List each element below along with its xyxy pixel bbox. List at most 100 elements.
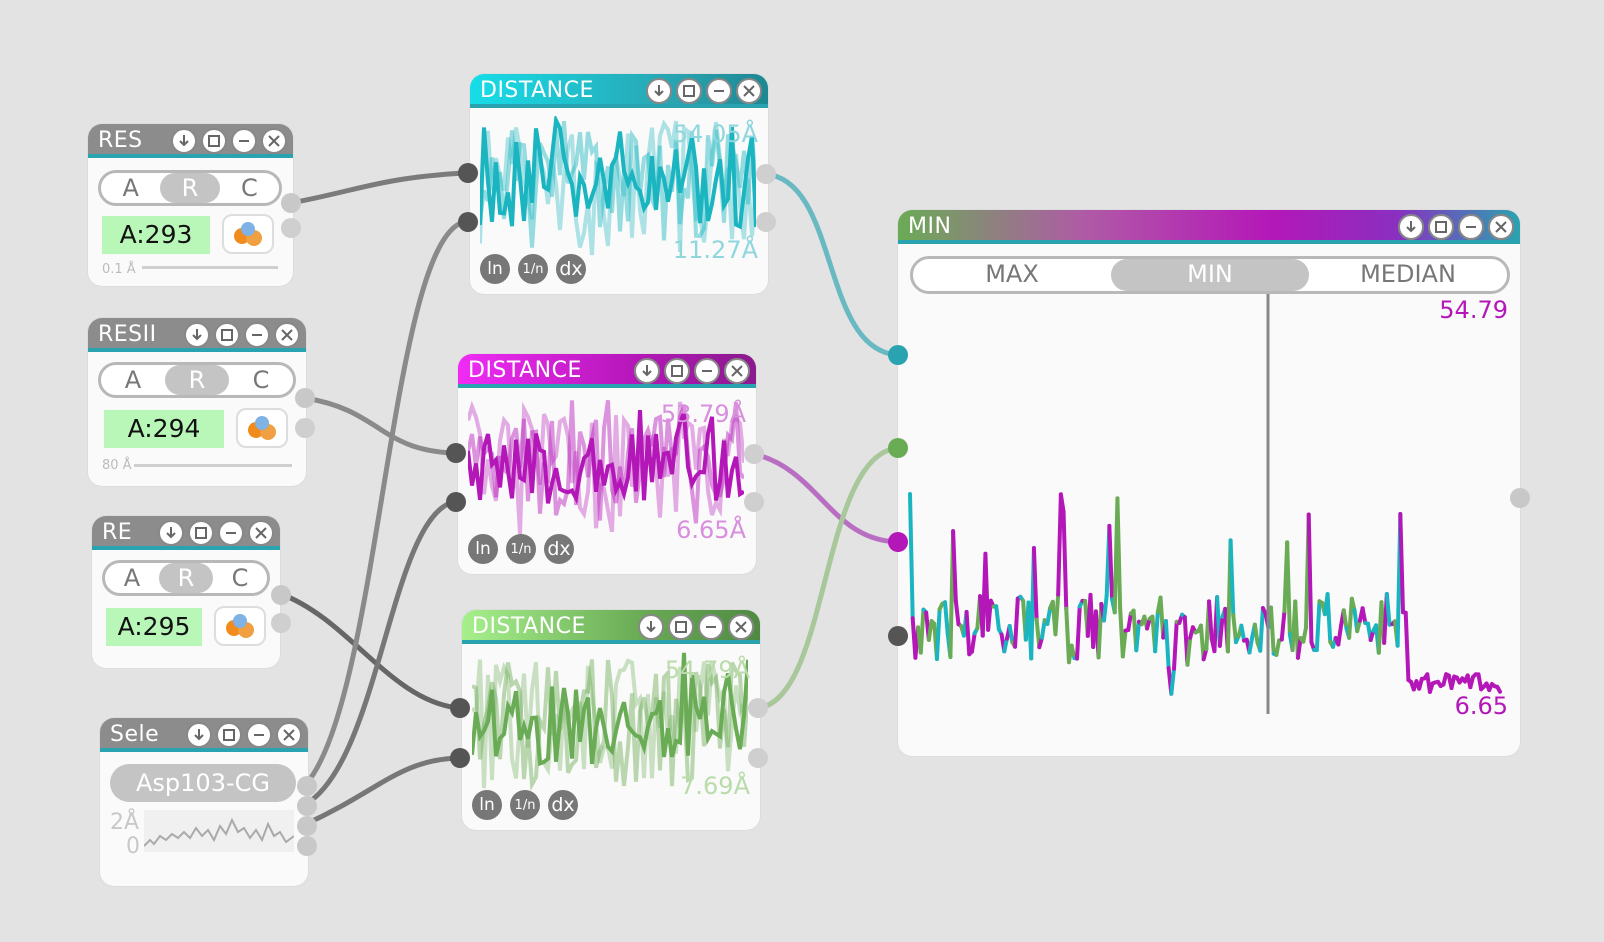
output-port[interactable] [281,193,301,213]
output-port[interactable] [1510,488,1530,508]
atom-selector[interactable]: Asp103-CG [110,764,296,802]
derivative-button[interactable]: dx [556,254,586,284]
molecule-button[interactable] [214,606,266,646]
input-port[interactable] [458,163,478,183]
restore-icon[interactable] [201,128,227,154]
output-port-2[interactable] [297,796,317,816]
input-port-2[interactable] [446,492,466,512]
output-port[interactable] [271,585,291,605]
distance-node-3-titlebar[interactable]: DISTANCE [462,610,760,644]
output-port-3[interactable] [297,816,317,836]
input-port-2[interactable] [458,212,478,232]
segment-r[interactable]: R [160,173,220,203]
restore-icon[interactable] [188,520,214,546]
aggregate-mode-tabs[interactable]: MAX MIN MEDIAN [910,256,1510,294]
derivative-button[interactable]: dx [548,790,578,820]
residue-node-1[interactable]: RES A R C A:293 0.1 Å [88,124,293,286]
minimize-icon[interactable] [694,358,720,384]
restore-icon[interactable] [216,722,242,748]
download-icon[interactable] [184,322,210,348]
restore-icon[interactable] [676,78,702,104]
download-icon[interactable] [638,614,664,640]
distance-node-1[interactable]: DISTANCE 54.05Å 11.27Å ln 1/n dx [470,74,768,294]
download-icon[interactable] [634,358,660,384]
residue-node-3-titlebar[interactable]: RE [92,516,280,550]
molecule-button[interactable] [222,214,274,254]
min-node-titlebar[interactable]: MIN [898,210,1520,244]
segment-a[interactable]: A [124,366,142,394]
download-icon[interactable] [1398,214,1424,240]
restore-icon[interactable] [668,614,694,640]
residue-node-3[interactable]: RE A R C A:295 [92,516,280,668]
ln-transform-button[interactable]: ln [472,790,502,820]
selection-node[interactable]: Sele Asp103-CG 2Å 0 [100,718,308,886]
input-port-cyan[interactable] [888,345,908,365]
download-icon[interactable] [171,128,197,154]
minimize-icon[interactable] [1458,214,1484,240]
segment-r[interactable]: R [165,365,229,395]
molecule-button[interactable] [236,408,288,448]
output-port-2[interactable] [748,748,768,768]
chain-selector[interactable]: A R C [98,362,296,398]
download-icon[interactable] [186,722,212,748]
output-port[interactable] [297,776,317,796]
input-port[interactable] [446,443,466,463]
chain-selector[interactable]: A R C [98,170,282,206]
output-port-2[interactable] [295,418,315,438]
segment-r[interactable]: R [159,563,213,593]
download-icon[interactable] [158,520,184,546]
close-icon[interactable] [261,128,287,154]
residue-label[interactable]: A:294 [104,410,224,448]
minimize-icon[interactable] [698,614,724,640]
minimize-icon[interactable] [244,322,270,348]
tab-min[interactable]: MIN [1111,259,1309,291]
output-port-2[interactable] [756,212,776,232]
minimize-icon[interactable] [706,78,732,104]
derivative-button[interactable]: dx [544,534,574,564]
chain-selector[interactable]: A R C [102,560,270,596]
output-port[interactable] [748,698,768,718]
close-icon[interactable] [724,358,750,384]
close-icon[interactable] [1488,214,1514,240]
residue-label[interactable]: A:295 [106,608,202,646]
minimize-icon[interactable] [246,722,272,748]
distance-node-2[interactable]: DISTANCE 53.79Å 6.65Å ln 1/n dx [458,354,756,574]
output-port-4[interactable] [297,836,317,856]
input-port-4[interactable] [888,626,908,646]
restore-icon[interactable] [664,358,690,384]
restore-icon[interactable] [214,322,240,348]
download-icon[interactable] [646,78,672,104]
minimize-icon[interactable] [231,128,257,154]
segment-c[interactable]: C [252,366,270,394]
segment-c[interactable]: C [231,564,249,592]
distance-node-1-titlebar[interactable]: DISTANCE [470,74,768,108]
close-icon[interactable] [248,520,274,546]
output-port-2[interactable] [271,613,291,633]
selection-node-titlebar[interactable]: Sele [100,718,308,752]
input-port-2[interactable] [450,748,470,768]
close-icon[interactable] [728,614,754,640]
output-port-2[interactable] [281,218,301,238]
close-icon[interactable] [276,722,302,748]
residue-node-2-titlebar[interactable]: RESII [88,318,306,352]
minimize-icon[interactable] [218,520,244,546]
output-port[interactable] [756,164,776,184]
input-port[interactable] [450,698,470,718]
reciprocal-transform-button[interactable]: 1/n [506,534,536,564]
tab-median[interactable]: MEDIAN [1360,260,1456,288]
ln-transform-button[interactable]: ln [480,254,510,284]
residue-node-1-titlebar[interactable]: RES [88,124,293,158]
restore-icon[interactable] [1428,214,1454,240]
distance-node-3[interactable]: DISTANCE 54.79Å 7.69Å ln 1/n dx [462,610,760,830]
reciprocal-transform-button[interactable]: 1/n [510,790,540,820]
input-port-magenta[interactable] [888,532,908,552]
reciprocal-transform-button[interactable]: 1/n [518,254,548,284]
output-port-2[interactable] [744,492,764,512]
input-port-green[interactable] [888,438,908,458]
segment-a[interactable]: A [122,174,139,202]
residue-node-2[interactable]: RESII A R C A:294 80 Å [88,318,306,486]
residue-label[interactable]: A:293 [102,216,210,254]
segment-a[interactable]: A [123,564,141,592]
min-node[interactable]: MIN MAX MIN MEDIAN 54.79 6.65 [898,210,1520,756]
segment-c[interactable]: C [240,174,258,202]
